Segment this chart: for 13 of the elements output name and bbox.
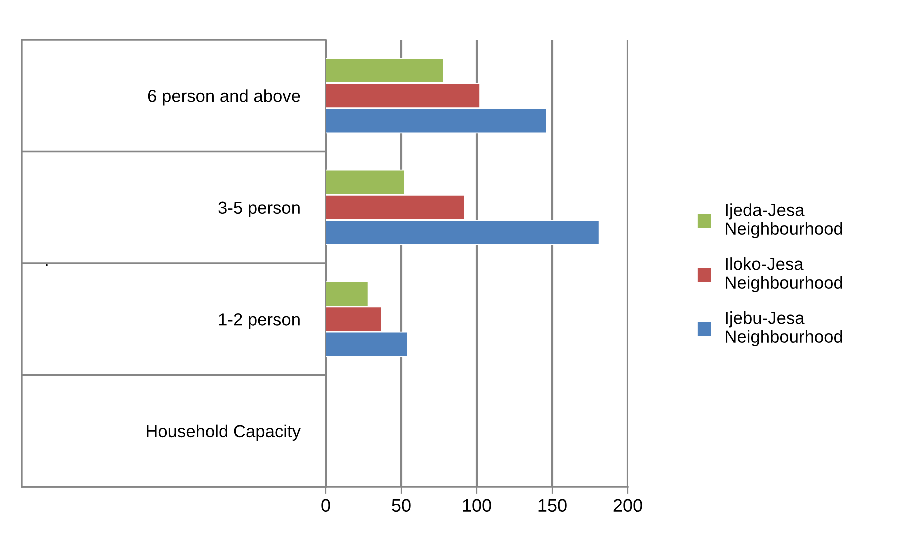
x-tick-label: 100: [463, 499, 492, 512]
legend-label: Ijeda-Jesa Neighbourhood: [726, 204, 842, 238]
x-tick-label: 0: [322, 499, 330, 512]
x-tick-label: 200: [614, 499, 642, 512]
x-tick-label: 150: [538, 499, 567, 512]
y-tick-label: 3-5 person: [218, 202, 300, 218]
legend-label: Ijebu-Jesa Neighbourhood: [726, 312, 842, 346]
legend-label: Iloko-Jesa Neighbourhood: [726, 258, 842, 292]
y-tick-label: 6 person and above: [148, 90, 300, 106]
y-tick-label: Household Capacity: [147, 424, 301, 442]
text: .: [46, 264, 48, 266]
y-tick-label: 1-2 person: [219, 314, 300, 330]
x-tick-label: 50: [392, 499, 411, 512]
